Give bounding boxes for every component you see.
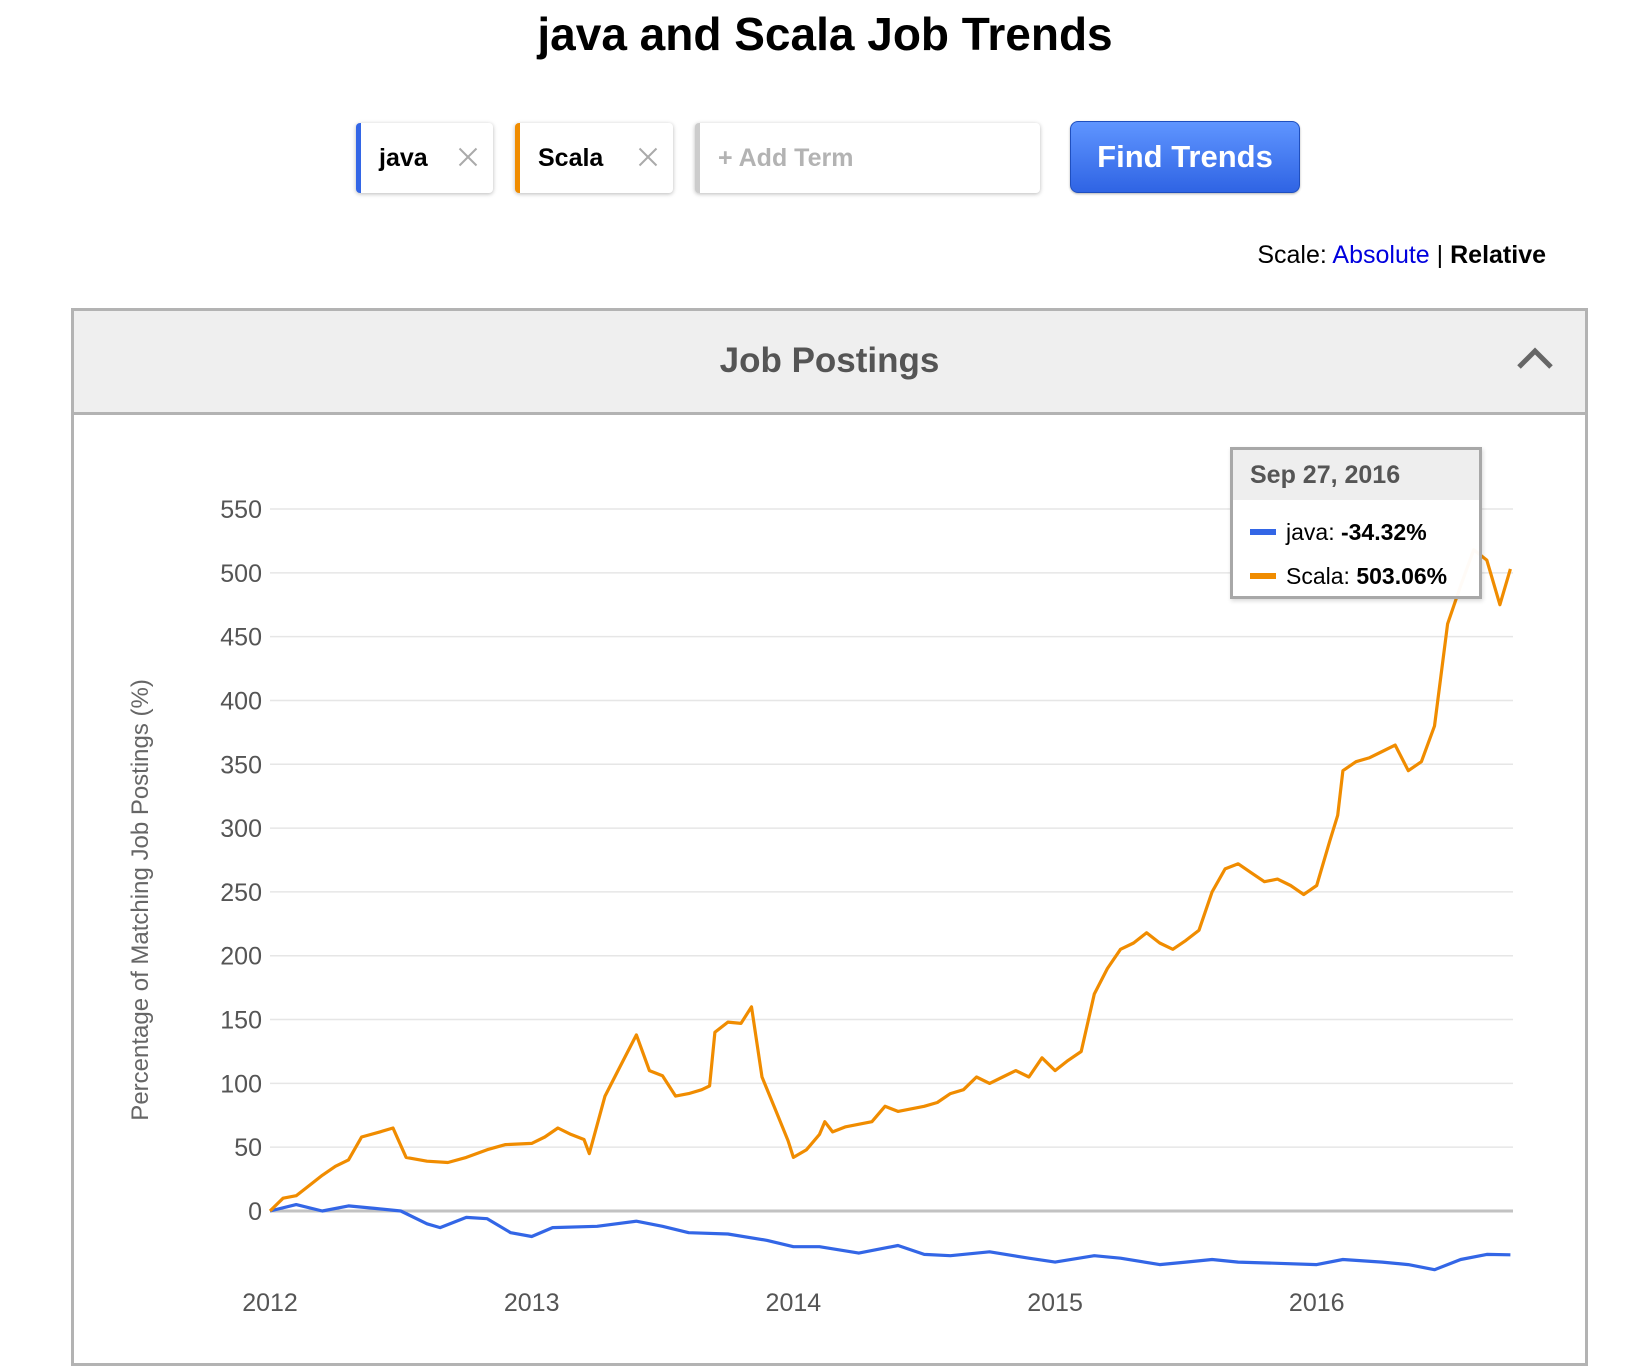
tooltip-row-java: java: -34.32%: [1250, 518, 1427, 546]
y-axis-title: Percentage of Matching Job Postings (%): [127, 679, 154, 1121]
y-tick-label: 400: [220, 687, 262, 715]
y-tick-label: 0: [248, 1198, 262, 1226]
x-tick-label: 2012: [242, 1289, 298, 1317]
x-tick-label: 2014: [766, 1289, 822, 1317]
x-tick-label: 2013: [504, 1289, 560, 1317]
tooltip-series-name: java: [1286, 519, 1328, 545]
tooltip-row-scala: Scala: 503.06%: [1250, 562, 1447, 590]
legend-swatch: [1250, 573, 1276, 579]
y-tick-label: 350: [220, 751, 262, 779]
series-line-java: [270, 1205, 1510, 1270]
y-tick-label: 500: [220, 560, 262, 588]
y-tick-label: 200: [220, 943, 262, 971]
y-tick-label: 250: [220, 879, 262, 907]
tooltip-separator: :: [1328, 519, 1334, 545]
x-tick-label: 2016: [1289, 1289, 1345, 1317]
y-tick-label: 550: [220, 496, 262, 524]
y-tick-label: 50: [234, 1134, 262, 1162]
y-tick-label: 300: [220, 815, 262, 843]
y-tick-label: 150: [220, 1007, 262, 1035]
tooltip-series-name: Scala: [1286, 563, 1344, 589]
tooltip-value: 503.06%: [1356, 563, 1447, 589]
chart-tooltip: Sep 27, 2016 java: -34.32% Scala: 503.06…: [1230, 447, 1482, 599]
y-tick-label: 100: [220, 1070, 262, 1098]
y-tick-label: 450: [220, 624, 262, 652]
series-line-scala: [270, 550, 1510, 1211]
legend-swatch: [1250, 529, 1276, 535]
tooltip-date: Sep 27, 2016: [1233, 450, 1479, 500]
x-tick-label: 2015: [1027, 1289, 1083, 1317]
tooltip-separator: :: [1344, 563, 1350, 589]
tooltip-value: -34.32%: [1341, 519, 1427, 545]
